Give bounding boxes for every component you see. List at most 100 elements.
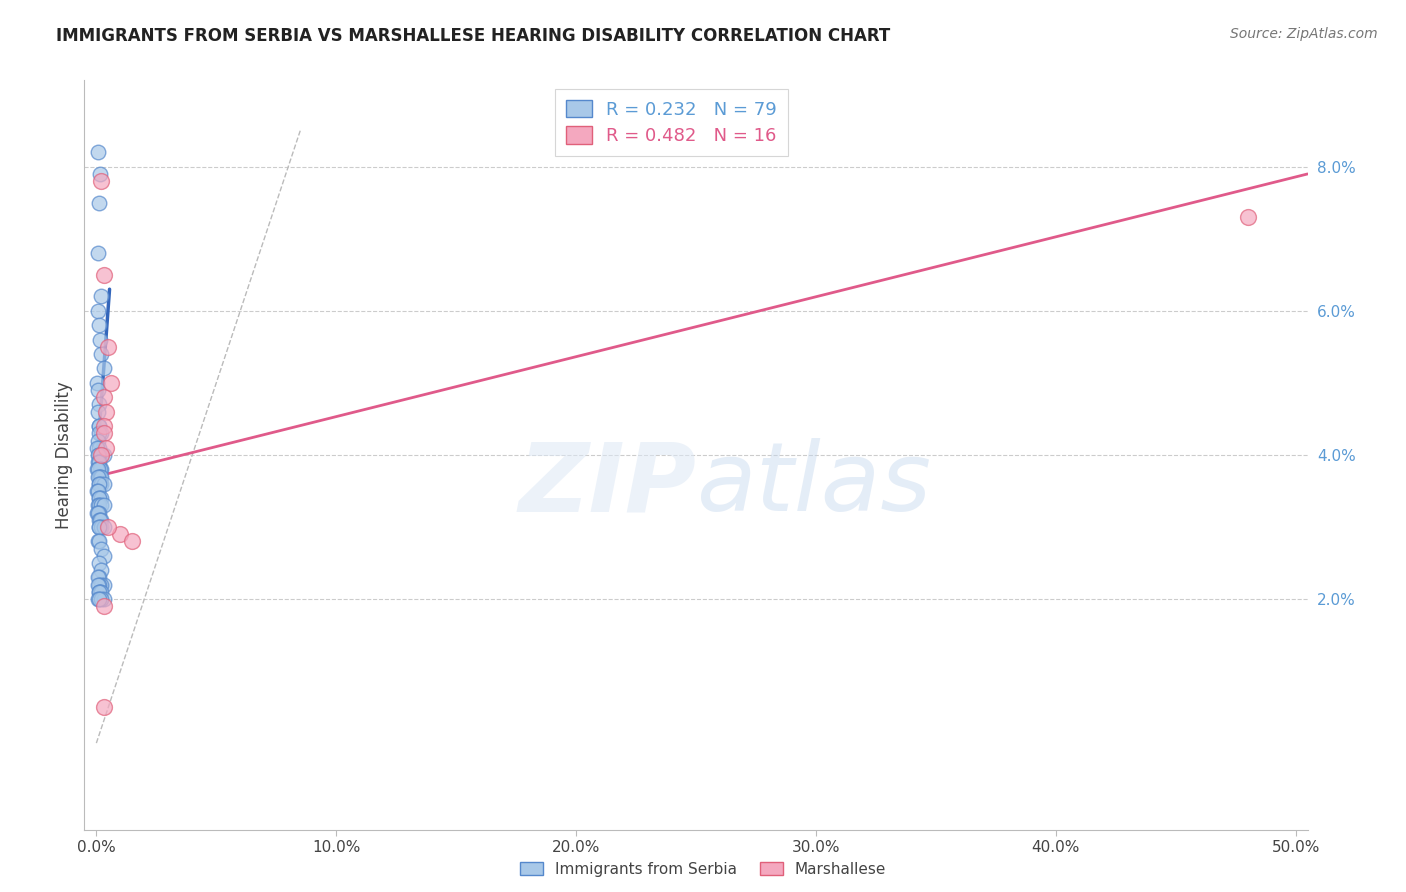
Point xyxy=(93,700,115,714)
Point xyxy=(86,534,108,549)
Point xyxy=(94,405,117,419)
Point xyxy=(87,577,110,591)
Point xyxy=(90,426,112,441)
Point xyxy=(86,483,108,498)
Point xyxy=(86,577,108,591)
Point xyxy=(1236,210,1258,224)
Point xyxy=(87,476,110,491)
Point xyxy=(93,426,115,441)
Point xyxy=(90,584,112,599)
Point xyxy=(86,506,108,520)
Point xyxy=(87,448,110,462)
Point xyxy=(90,541,112,556)
Text: Source: ZipAtlas.com: Source: ZipAtlas.com xyxy=(1230,27,1378,41)
Point xyxy=(86,376,108,390)
Point xyxy=(86,303,108,318)
Point xyxy=(87,419,110,434)
Point xyxy=(86,469,108,483)
Point xyxy=(90,592,112,607)
Point xyxy=(87,195,110,210)
Point xyxy=(97,340,120,354)
Text: atlas: atlas xyxy=(696,438,931,532)
Point xyxy=(93,361,115,376)
Point xyxy=(87,441,110,455)
Point xyxy=(90,513,112,527)
Point xyxy=(87,405,110,419)
Point xyxy=(87,584,110,599)
Point xyxy=(86,499,108,513)
Legend: Immigrants from Serbia, Marshallese: Immigrants from Serbia, Marshallese xyxy=(512,854,894,884)
Point xyxy=(89,469,111,483)
Point xyxy=(90,476,112,491)
Text: IMMIGRANTS FROM SERBIA VS MARSHALLESE HEARING DISABILITY CORRELATION CHART: IMMIGRANTS FROM SERBIA VS MARSHALLESE HE… xyxy=(56,27,890,45)
Point xyxy=(90,491,112,505)
Point xyxy=(87,570,110,584)
Point xyxy=(87,534,110,549)
Point xyxy=(93,577,115,591)
Point xyxy=(86,462,108,476)
Point xyxy=(90,174,112,188)
Point xyxy=(94,441,117,455)
Point xyxy=(100,376,122,390)
Point xyxy=(121,534,143,549)
Point xyxy=(90,347,112,361)
Point xyxy=(86,434,108,448)
Point xyxy=(87,469,110,483)
Point xyxy=(89,584,111,599)
Point xyxy=(93,520,115,534)
Point xyxy=(89,419,111,434)
Y-axis label: Hearing Disability: Hearing Disability xyxy=(55,381,73,529)
Point xyxy=(87,499,110,513)
Point xyxy=(93,549,115,563)
Point xyxy=(93,476,115,491)
Point xyxy=(90,563,112,577)
Point xyxy=(89,462,111,476)
Point xyxy=(93,390,115,404)
Point xyxy=(86,506,108,520)
Point xyxy=(93,592,115,607)
Point xyxy=(87,491,110,505)
Point xyxy=(87,556,110,570)
Point xyxy=(90,448,112,462)
Point xyxy=(90,577,112,591)
Point xyxy=(93,268,115,282)
Point xyxy=(87,455,110,469)
Point xyxy=(93,419,115,434)
Point xyxy=(87,592,110,607)
Point xyxy=(93,448,115,462)
Point xyxy=(86,483,108,498)
Point xyxy=(86,462,108,476)
Point xyxy=(90,499,112,513)
Point xyxy=(87,145,110,160)
Point xyxy=(87,448,110,462)
Point xyxy=(93,599,115,614)
Point xyxy=(87,455,110,469)
Point xyxy=(87,506,110,520)
Point xyxy=(86,441,108,455)
Point xyxy=(110,527,132,541)
Point xyxy=(90,462,112,476)
Point xyxy=(86,570,108,584)
Text: ZIP: ZIP xyxy=(517,438,696,532)
Point xyxy=(87,318,110,333)
Point xyxy=(89,333,111,347)
Point xyxy=(87,513,110,527)
Point xyxy=(90,289,112,303)
Point xyxy=(90,448,112,462)
Point xyxy=(87,426,110,441)
Point xyxy=(90,520,112,534)
Point xyxy=(93,499,115,513)
Point xyxy=(90,469,112,483)
Point xyxy=(87,491,110,505)
Legend: R = 0.232   N = 79, R = 0.482   N = 16: R = 0.232 N = 79, R = 0.482 N = 16 xyxy=(555,89,787,156)
Point xyxy=(87,520,110,534)
Point xyxy=(86,448,108,462)
Point xyxy=(86,246,108,260)
Point xyxy=(87,476,110,491)
Point xyxy=(86,383,108,397)
Point xyxy=(87,397,110,411)
Point xyxy=(97,520,120,534)
Point xyxy=(87,584,110,599)
Point xyxy=(87,520,110,534)
Point xyxy=(89,167,111,181)
